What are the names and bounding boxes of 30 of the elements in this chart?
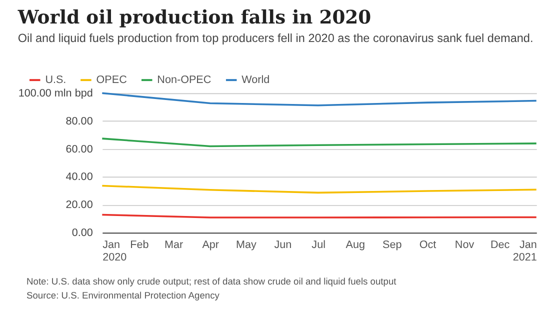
y-tick-label: 40.00 [66, 171, 93, 184]
y-tick-label: 60.00 [66, 143, 93, 156]
y-tick-label: 80.00 [66, 115, 93, 128]
legend-label: OPEC [96, 74, 128, 86]
x-tick-label: Jan 2020 [102, 238, 127, 264]
legend-label: World [242, 74, 270, 86]
source-note: Source: U.S. Environmental Protection Agency [26, 290, 220, 300]
x-tick-label: Sep [382, 238, 402, 251]
legend-label: Non-OPEC [157, 74, 212, 86]
x-tick-label: Jan 2021 [512, 238, 537, 264]
x-tick-label: Feb [130, 238, 149, 251]
legend-label: U.S. [45, 74, 66, 86]
y-tick-label: 100.00 mln bpd [18, 88, 93, 100]
line-series [101, 92, 538, 106]
x-tick-label: Aug [346, 238, 365, 251]
x-tick-label: Dec [490, 238, 510, 251]
y-tick-label: 20.00 [66, 199, 93, 212]
x-tick-label: Mar [164, 238, 184, 251]
chart-subtitle: Oil and liquid fuels production from top producers fell in 2020 as the coronavirus sank fuel demand. [18, 32, 534, 45]
x-tick-label: Jul [312, 238, 326, 251]
text: Note: U.S. data show only crude output; rest of data show crude oil and liquid fuels output [26, 276, 397, 287]
line-series [101, 184, 538, 194]
y-tick-label: 0.00 [72, 227, 93, 240]
line-series [101, 138, 538, 148]
x-tick-label: Oct [419, 238, 436, 251]
x-tick-label: Jun [274, 238, 292, 251]
x-tick-label: May [236, 238, 257, 251]
chart-title: World oil production falls in 2020 [16, 6, 372, 28]
x-tick-label: Apr [202, 238, 220, 251]
x-tick-label: Nov [454, 238, 475, 251]
